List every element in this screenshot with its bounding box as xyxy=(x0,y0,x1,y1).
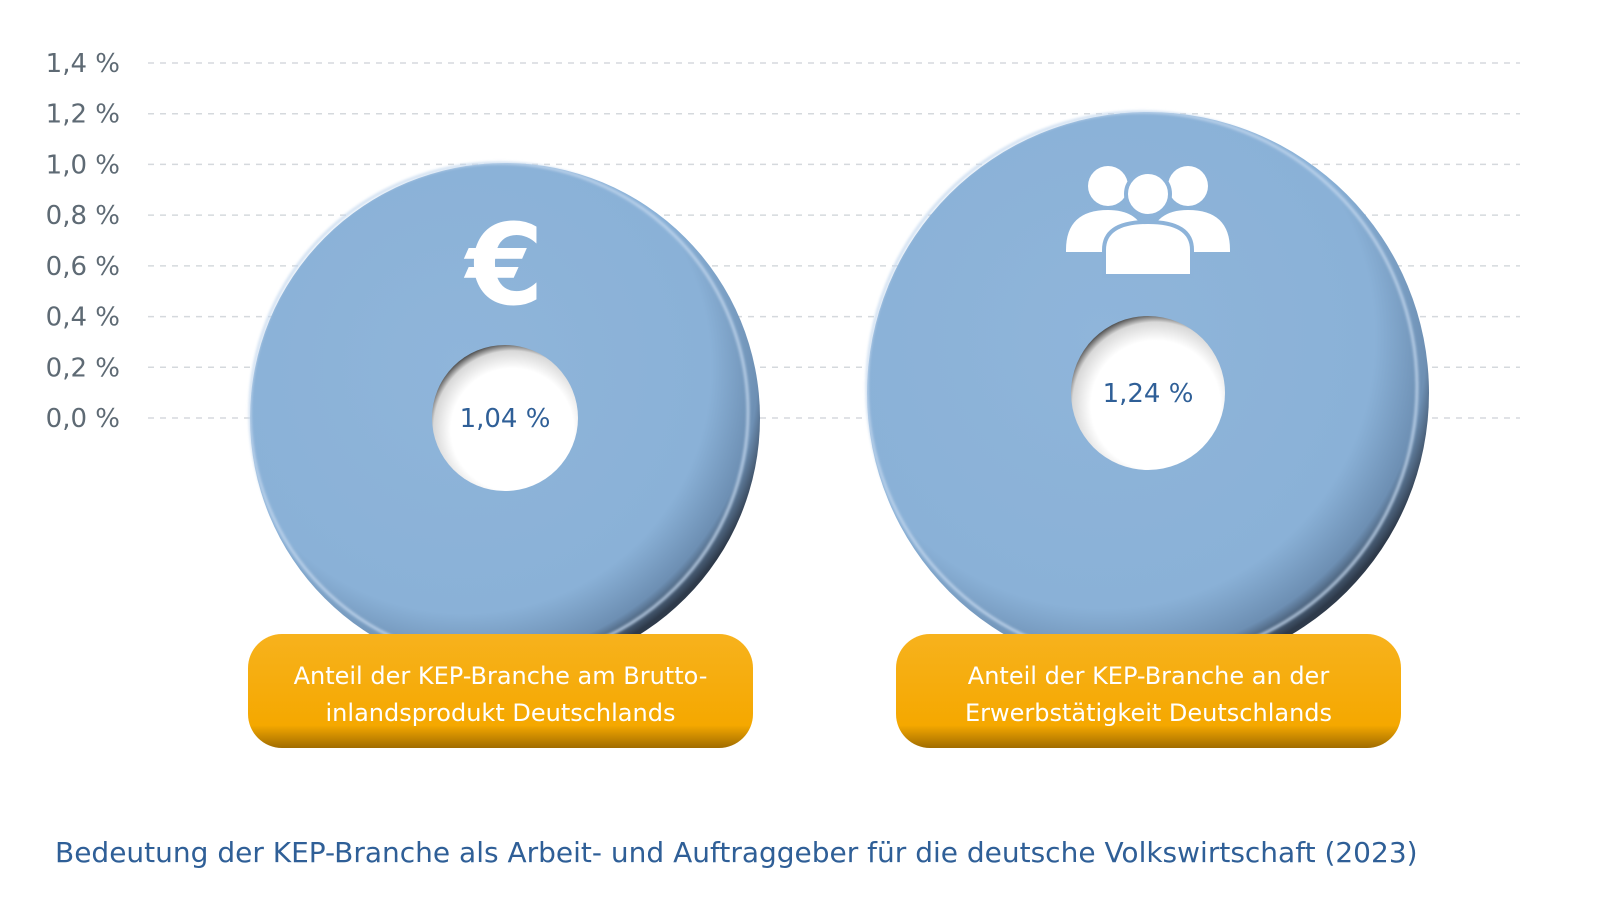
y-axis-ticks: 1,4 % 1,2 % 1,0 % 0,8 % 0,6 % 0,4 % 0,2 % 0,0 % xyxy=(46,49,120,434)
chart-caption: Bedeutung der KEP-Branche als Arbeit- un… xyxy=(55,836,1418,869)
data-label: 1,04 % xyxy=(460,404,551,434)
chart-item: 1,04 % € Anteil der KEP-Branche am Brutto-… xyxy=(248,161,760,748)
category-label-line: Anteil der KEP-Branche an der xyxy=(968,662,1330,690)
category-label-line: Erwerbstätigkeit Deutschlands xyxy=(965,699,1332,727)
y-tick-label: 0,8 % xyxy=(46,201,120,231)
category-label-line: Anteil der KEP-Branche am Brutto- xyxy=(294,662,708,690)
value-hole xyxy=(1071,316,1225,470)
value-hole xyxy=(432,345,578,491)
y-tick-label: 0,6 % xyxy=(46,252,120,282)
y-tick-label: 0,2 % xyxy=(46,353,120,383)
y-tick-label: 0,0 % xyxy=(46,404,120,434)
category-label-pill: Anteil der KEP-Branche an der Erwerbstäti… xyxy=(896,634,1401,748)
data-label: 1,24 % xyxy=(1103,379,1194,409)
euro-icon: € xyxy=(463,201,544,331)
y-tick-label: 0,4 % xyxy=(46,303,120,333)
chart-items: 1,04 % € Anteil der KEP-Branche am Brutto-… xyxy=(248,110,1429,748)
chart-item: 1,24 % Anteil der KEP-Branche an der Erwer… xyxy=(865,110,1429,748)
y-tick-label: 1,2 % xyxy=(46,100,120,130)
y-tick-label: 1,4 % xyxy=(46,49,120,79)
people-group-icon xyxy=(1066,166,1230,278)
category-label-pill: Anteil der KEP-Branche am Brutto-inlands… xyxy=(248,634,753,748)
svg-text:€: € xyxy=(463,201,544,331)
y-tick-label: 1,0 % xyxy=(46,150,120,180)
category-label-line: inlandsprodukt Deutschlands xyxy=(326,699,676,727)
